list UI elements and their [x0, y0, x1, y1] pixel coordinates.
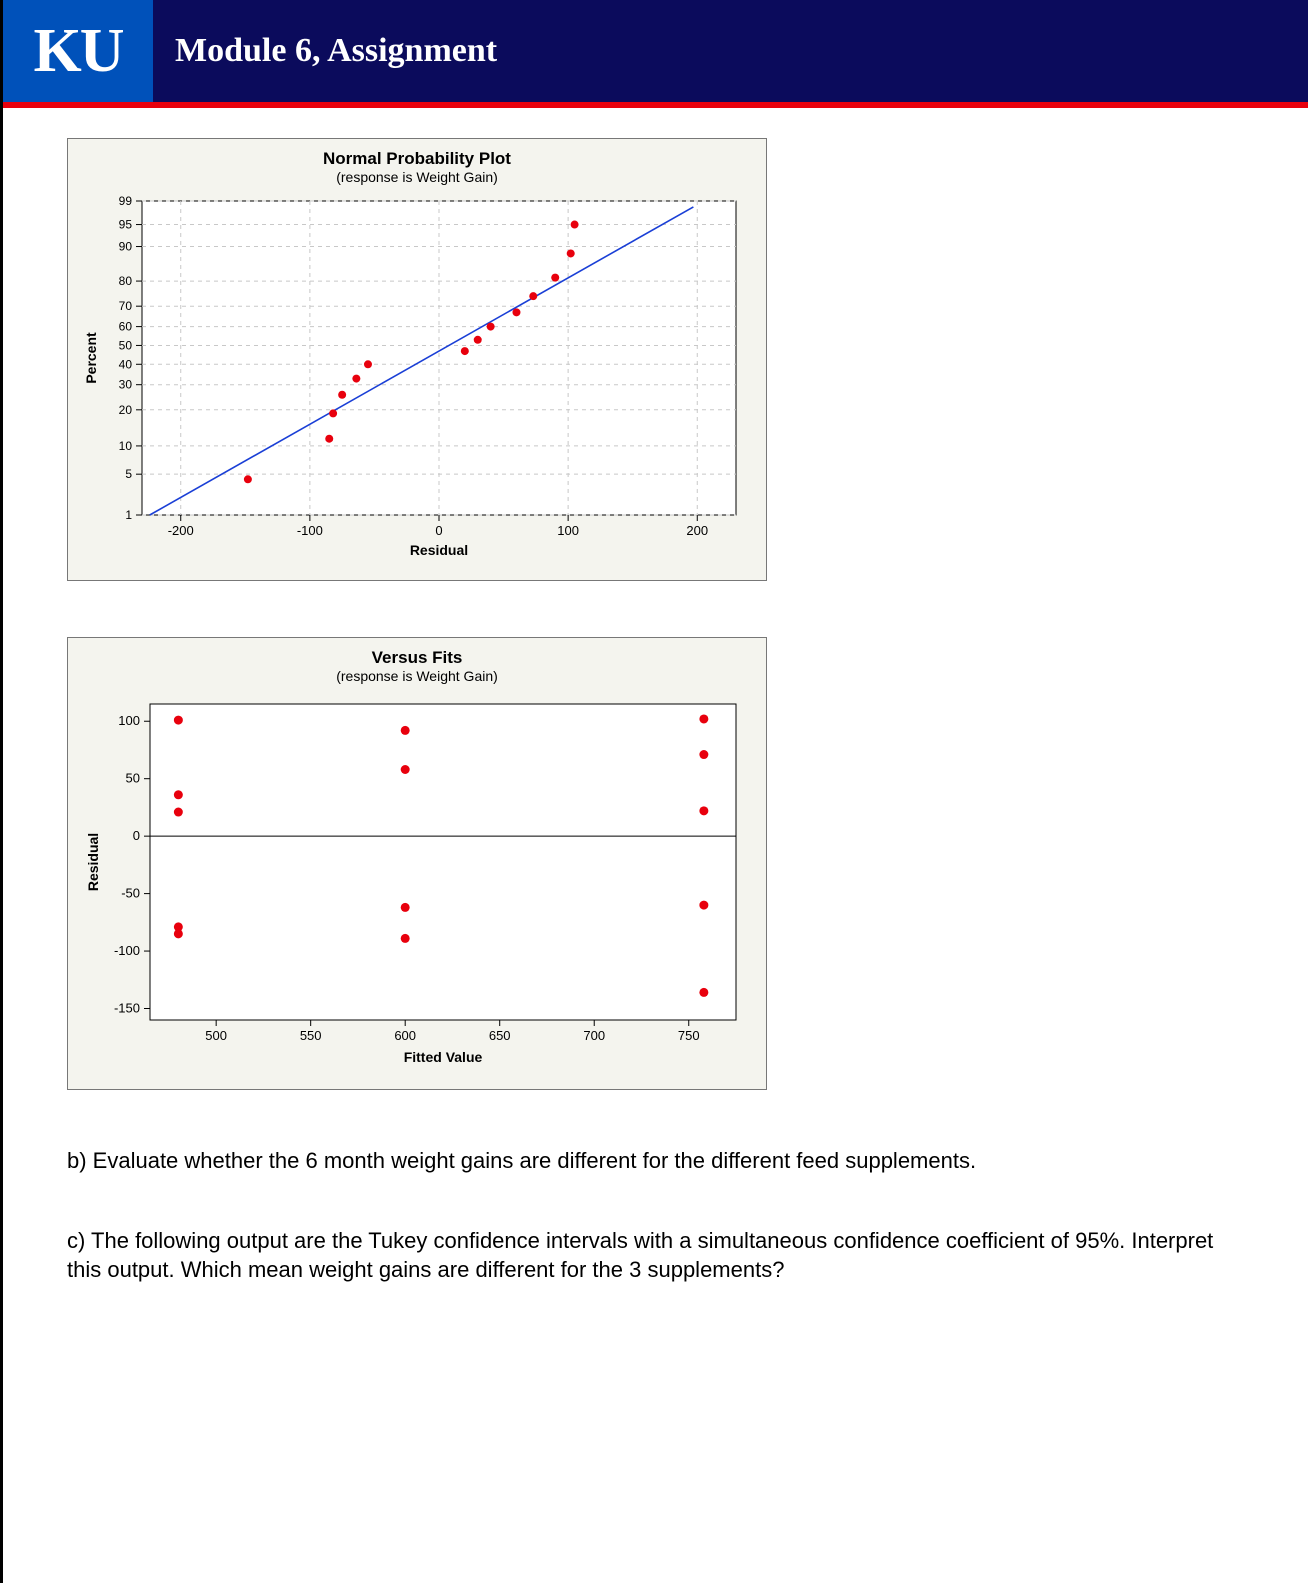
- chart2-subtitle: (response is Weight Gain): [80, 668, 754, 684]
- chart2-title: Versus Fits: [80, 648, 754, 668]
- svg-text:10: 10: [119, 439, 133, 453]
- page: KU Module 6, Assignment Normal Probabili…: [0, 0, 1308, 1583]
- svg-text:-50: -50: [121, 886, 140, 901]
- chart1-svg: -200 -100 0 100 200 1 5 10 20 30 40 50 60 70 80 90 95 99 R…: [80, 191, 756, 561]
- svg-text:650: 650: [489, 1028, 511, 1043]
- page-title: Module 6, Assignment: [153, 0, 497, 102]
- ku-logo: KU: [3, 0, 153, 102]
- svg-text:-100: -100: [114, 943, 140, 958]
- svg-text:95: 95: [119, 218, 133, 232]
- svg-text:200: 200: [686, 523, 708, 538]
- svg-text:Fitted Value: Fitted Value: [404, 1049, 483, 1065]
- svg-text:-150: -150: [114, 1001, 140, 1016]
- normal-probability-chart: Normal Probability Plot (response is Wei…: [67, 138, 767, 581]
- svg-text:40: 40: [119, 357, 133, 371]
- svg-text:100: 100: [118, 713, 140, 728]
- svg-text:60: 60: [119, 320, 133, 334]
- chart1-title: Normal Probability Plot: [80, 149, 754, 169]
- svg-text:80: 80: [119, 274, 133, 288]
- question-c: c) The following output are the Tukey co…: [67, 1226, 1244, 1285]
- svg-text:100: 100: [557, 523, 579, 538]
- svg-text:Residual: Residual: [410, 542, 468, 558]
- svg-text:50: 50: [119, 338, 133, 352]
- svg-text:0: 0: [435, 523, 442, 538]
- svg-text:Residual: Residual: [85, 833, 101, 891]
- chart1-subtitle: (response is Weight Gain): [80, 169, 754, 185]
- svg-text:600: 600: [394, 1028, 416, 1043]
- svg-text:550: 550: [300, 1028, 322, 1043]
- svg-text:-100: -100: [297, 523, 323, 538]
- svg-text:-200: -200: [168, 523, 194, 538]
- chart2-svg: 500 550 600 650 700 750 -150 -100 -50 0 50 100 Fitte…: [80, 690, 756, 1070]
- svg-text:99: 99: [119, 194, 133, 208]
- versus-fits-chart: Versus Fits (response is Weight Gain) 50…: [67, 637, 767, 1090]
- question-b: b) Evaluate whether the 6 month weight g…: [67, 1146, 1244, 1176]
- svg-text:0: 0: [133, 828, 140, 843]
- svg-text:30: 30: [119, 378, 133, 392]
- content-area: Normal Probability Plot (response is Wei…: [3, 108, 1308, 1375]
- svg-text:500: 500: [205, 1028, 227, 1043]
- svg-text:20: 20: [119, 403, 133, 417]
- svg-text:70: 70: [119, 299, 133, 313]
- svg-text:90: 90: [119, 240, 133, 254]
- svg-text:700: 700: [583, 1028, 605, 1043]
- svg-text:50: 50: [126, 771, 140, 786]
- svg-text:1: 1: [125, 508, 132, 522]
- svg-text:5: 5: [125, 467, 132, 481]
- svg-text:750: 750: [678, 1028, 700, 1043]
- svg-text:Percent: Percent: [83, 332, 99, 384]
- header-bar: KU Module 6, Assignment: [3, 0, 1308, 108]
